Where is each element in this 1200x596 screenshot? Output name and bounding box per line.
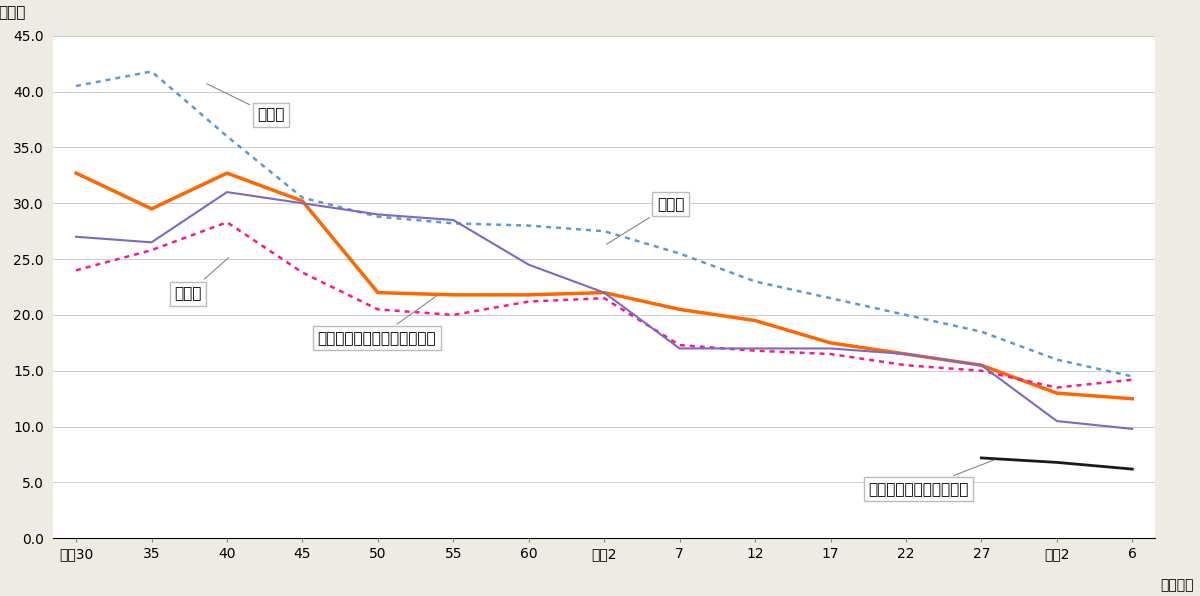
Text: （人）: （人） bbox=[0, 5, 25, 21]
Text: 高等学校（全日制・定時制）: 高等学校（全日制・定時制） bbox=[318, 296, 436, 346]
Text: 幼稚園: 幼稚園 bbox=[606, 197, 684, 244]
Text: （年度）: （年度） bbox=[1160, 579, 1194, 592]
Text: 中学校: 中学校 bbox=[174, 257, 229, 301]
Text: 小学校: 小学校 bbox=[206, 84, 284, 123]
Text: 幼保連携型認定こども園: 幼保連携型認定こども園 bbox=[869, 460, 994, 496]
